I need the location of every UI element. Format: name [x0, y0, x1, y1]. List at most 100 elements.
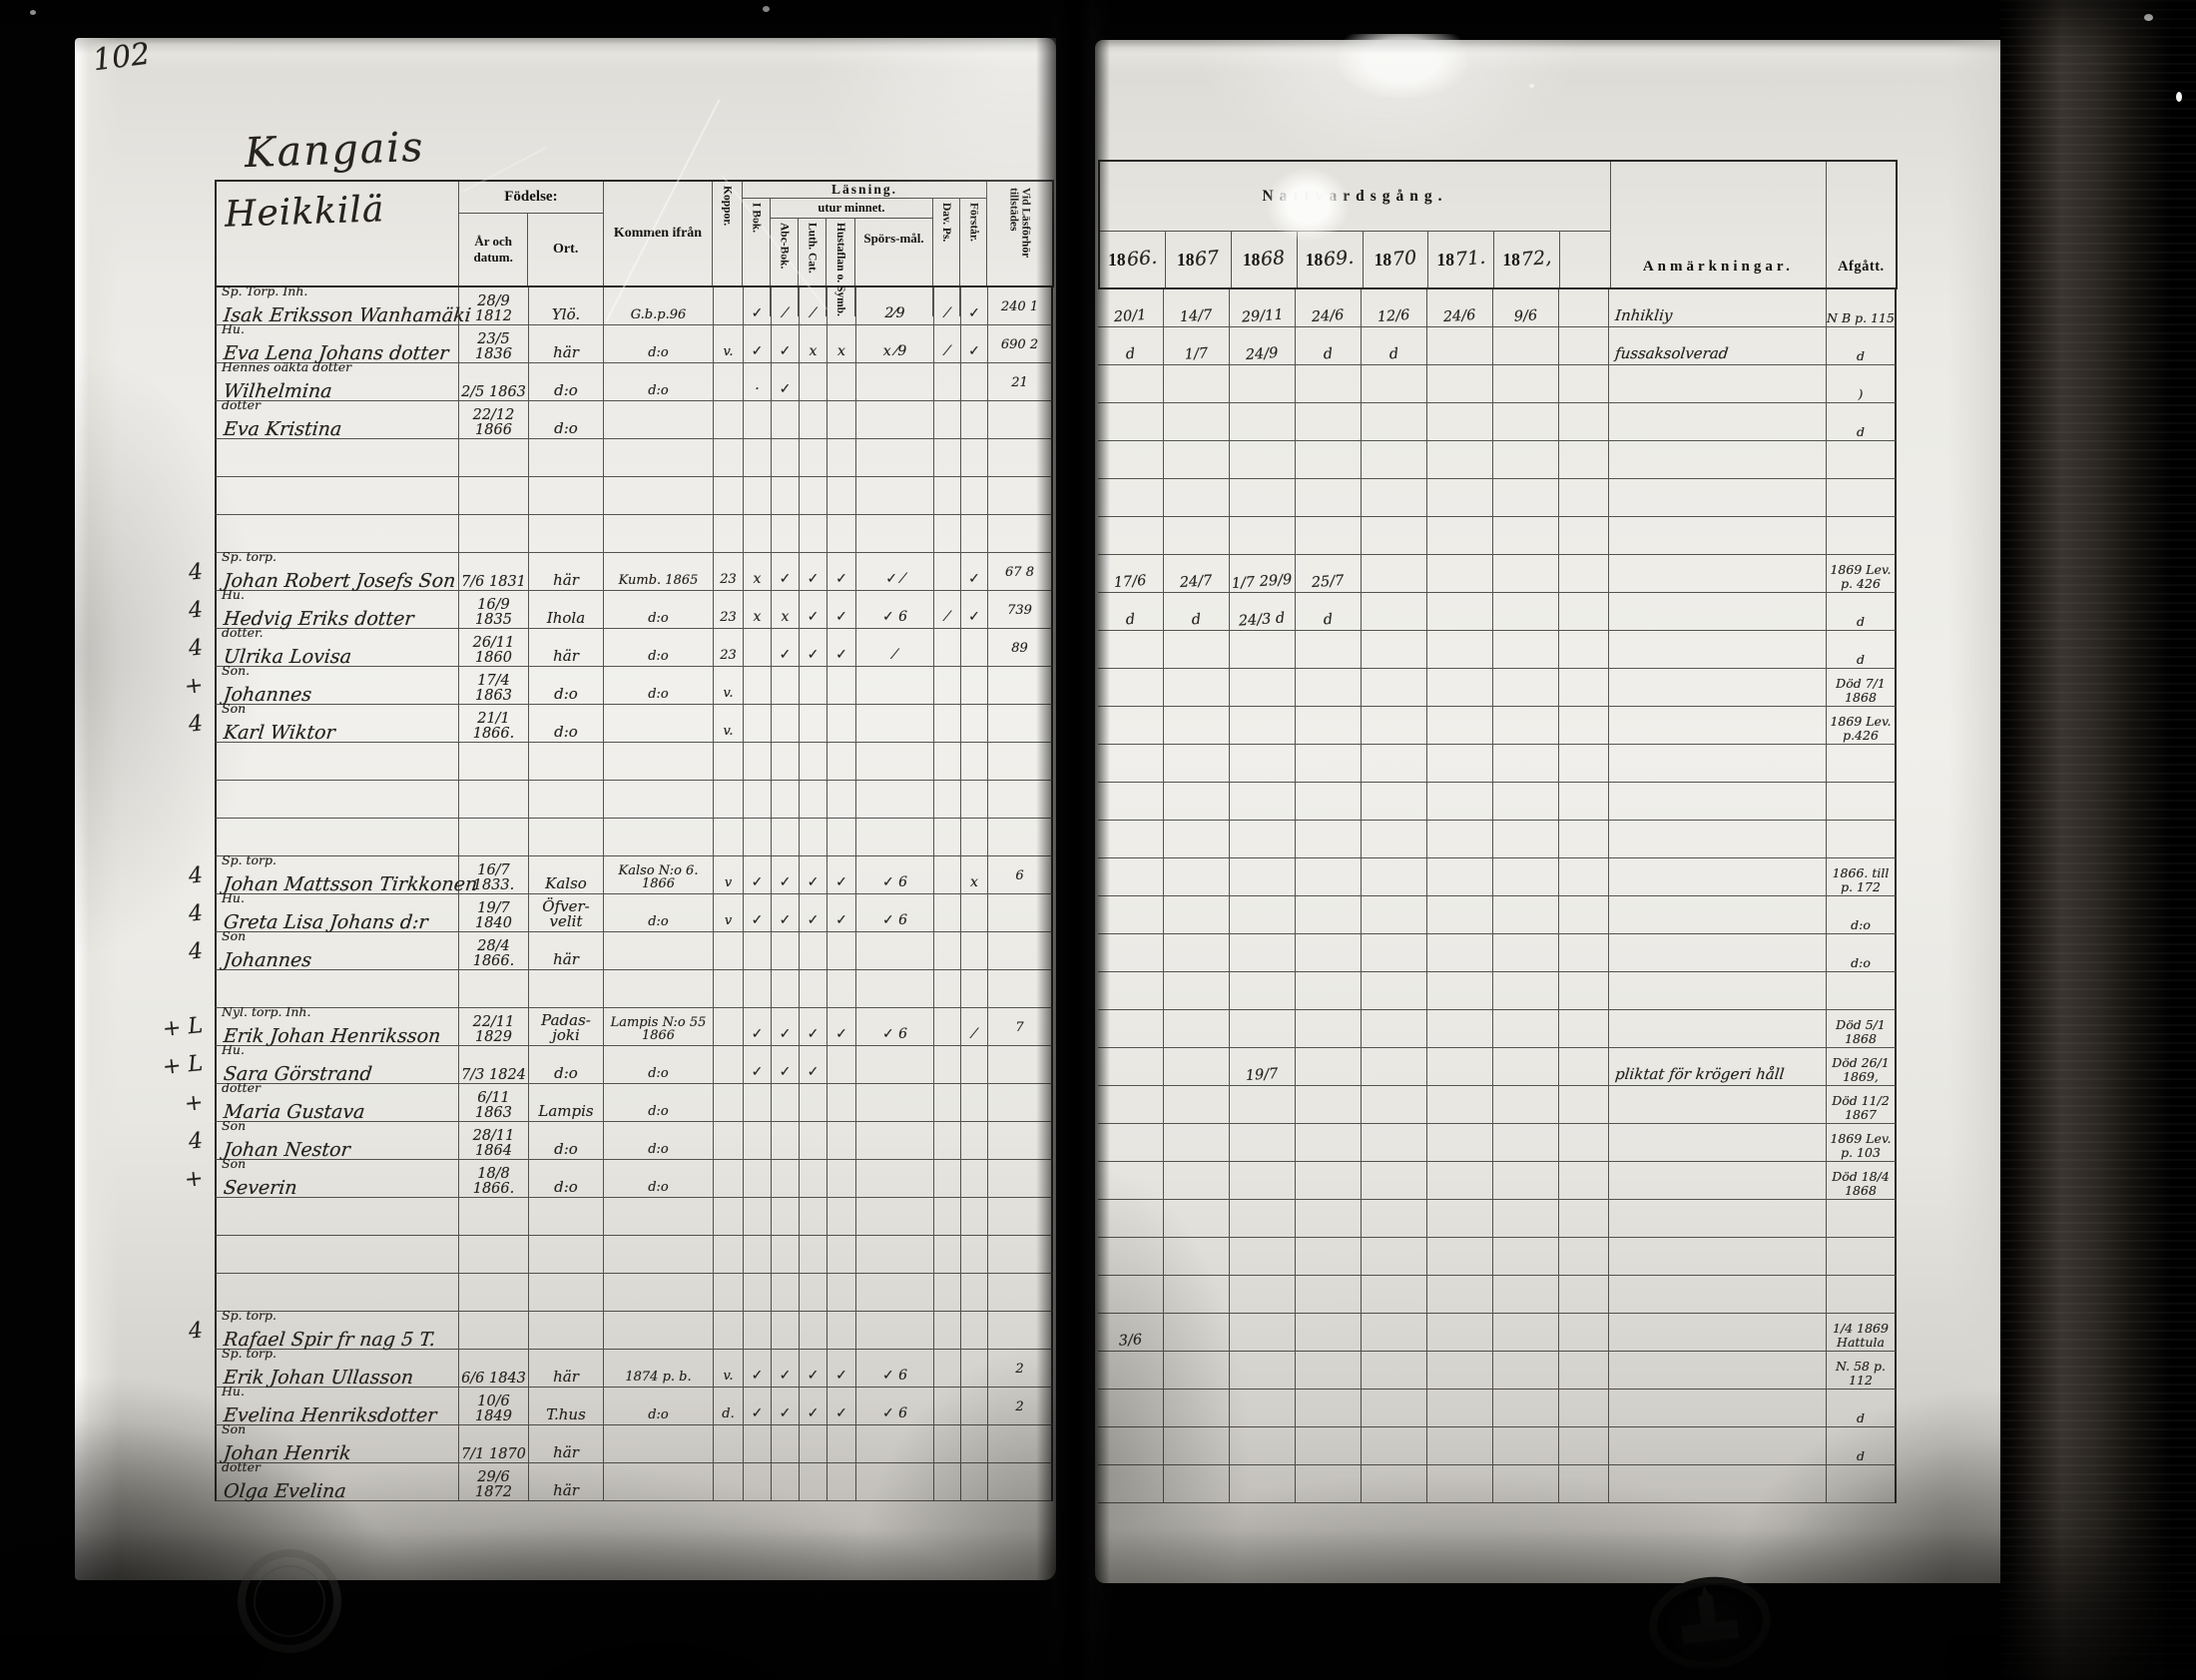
smallpox-cell: [714, 932, 744, 970]
smallpox-cell: [714, 1046, 744, 1084]
birth-date: 22/11 1829: [472, 1014, 515, 1045]
year-written: 71.: [1454, 246, 1487, 272]
smallpox-cell: [714, 1008, 744, 1046]
communion-cell: [1164, 972, 1230, 1010]
margin-mark: +: [183, 672, 205, 700]
reading-mark-cell: ✓: [744, 287, 772, 325]
birth-place-cell: [529, 477, 604, 515]
margin-mark-cell: [150, 781, 215, 819]
communion-cell: [1230, 1390, 1296, 1427]
arrived-from-cell: d:o: [604, 325, 714, 363]
communion-cell: [1362, 1238, 1427, 1276]
remark-cell: [1609, 783, 1827, 821]
margin-mark-cell: [150, 1425, 215, 1463]
ledger-row-right: Död 7/1 1868: [1098, 669, 1898, 707]
reading-mark: ✓: [779, 343, 792, 359]
reading-mark-cell: [744, 781, 772, 819]
birth-place: här: [553, 950, 579, 968]
communion-cell: 24/3 d: [1230, 593, 1296, 631]
sporsmal-cell: ✓ 6: [856, 1008, 934, 1046]
header-nattvardsgang-group: Nattvardsgång. 18 66. 18 67 18 68 18 69. 18 7…: [1100, 162, 1611, 287]
dav-ps-cell: [934, 1274, 961, 1312]
reading-mark-cell: [800, 515, 827, 553]
reading-mark-cell: [827, 401, 856, 439]
relation-caption: Son.: [222, 663, 251, 678]
arrived-from: d:o: [648, 687, 669, 703]
person-name: Erik Johan Henriksson: [222, 1025, 442, 1047]
spare-cell: [1559, 1048, 1609, 1086]
dav-ps-cell: [934, 439, 961, 477]
smallpox-cell: [714, 401, 744, 439]
spare-cell: [1559, 1200, 1609, 1238]
communion-cell: [1427, 1465, 1493, 1503]
smallpox-mark: v.: [723, 1369, 734, 1384]
birth-place-cell: här: [529, 932, 604, 970]
birth-place: d:o: [554, 1064, 578, 1082]
birth-date-cell: 16/9 1835: [459, 591, 529, 629]
relation-caption: Sp. torp.: [222, 852, 277, 867]
smallpox-mark: 23: [720, 572, 737, 587]
sporsmal-cell: ✓ 6: [856, 591, 934, 629]
left-table-header: Födelse: År och datum. Ort. Kommen ifrån…: [215, 180, 1054, 316]
spare-cell: [1559, 1276, 1609, 1314]
birth-date: 23/5 1836: [475, 331, 512, 362]
birth-date-cell: [459, 1236, 529, 1274]
reading-mark-cell: [744, 1160, 772, 1198]
communion-cell: [1296, 669, 1362, 707]
reading-mark-cell: [827, 819, 856, 856]
forstar-cell: [961, 667, 988, 705]
communion-cell: [1296, 896, 1362, 934]
remark-cell: [1609, 1124, 1827, 1162]
departed-note: Död 7/1 1868: [1836, 676, 1886, 705]
dust-speck: [2144, 14, 2153, 21]
header-kommen-ifran: Kommen ifrån: [604, 182, 713, 285]
reading-mark-cell: ✓: [800, 856, 827, 894]
arrived-from: d:o: [648, 383, 669, 399]
remark-cell: [1609, 1200, 1827, 1238]
remark-cell: [1609, 1390, 1827, 1427]
arrived-from-cell: [604, 477, 714, 515]
arrived-from: Kumb. 1865: [618, 573, 699, 589]
year-cell: 18 67: [1166, 232, 1232, 287]
birth-date: 21/1 1866.: [472, 711, 515, 742]
forstar-cell: [961, 1312, 988, 1350]
header-afgatt: Afgått.: [1838, 259, 1885, 275]
name-cell: Sp. Torp. Inh. Isak Eriksson Wanhamäki: [215, 284, 472, 326]
birth-date-cell: 10/6 1849: [459, 1388, 529, 1425]
communion-cell: [1493, 1200, 1559, 1238]
person-name: Karl Wiktor: [222, 722, 336, 744]
spare-cell: [1559, 327, 1609, 365]
ledger-row-left: [150, 1236, 1054, 1274]
name-cell: [215, 819, 459, 856]
ledger-row-right: Död 5/1 1868: [1098, 1010, 1898, 1048]
communion-cell: [1427, 1048, 1493, 1086]
reading-mark: ✓: [807, 1368, 820, 1384]
reading-mark: ⁄: [812, 305, 815, 321]
arrived-from-cell: [604, 819, 714, 856]
communion-cell: [1296, 517, 1362, 555]
smallpox-cell: [714, 1084, 744, 1122]
birth-date-cell: [459, 1274, 529, 1312]
reading-mark-cell: [744, 1198, 772, 1236]
reading-mark-cell: [827, 1463, 856, 1501]
dav-ps-cell: [934, 363, 961, 401]
birth-date-cell: 18/8 1866.: [459, 1160, 529, 1198]
ledger-row-left: Hennes oäkta dotter Wilhelmina 2/5 1863 …: [150, 360, 1054, 402]
margin-mark: 4: [187, 596, 205, 624]
margin-mark-cell: [150, 1274, 215, 1312]
reading-mark-cell: x: [744, 591, 772, 629]
reading-mark-cell: [772, 1463, 800, 1501]
communion-cell: [1427, 1238, 1493, 1276]
year-cell: 18 71.: [1428, 232, 1495, 287]
departed-note: d: [1856, 423, 1865, 439]
communion-date: 20/1: [1113, 306, 1148, 325]
margin-mark-cell: 4: [150, 591, 215, 629]
remark-cell: [1609, 669, 1827, 707]
name-cell: dotter Olga Evelina: [215, 1460, 459, 1502]
margin-mark: 4: [187, 558, 205, 586]
smallpox-cell: v.: [714, 325, 744, 363]
birth-date: 29/6 1872: [475, 1469, 512, 1500]
reading-mark-cell: [744, 1312, 772, 1350]
departed-note: ): [1858, 385, 1864, 401]
reading-mark: ·: [755, 381, 760, 397]
